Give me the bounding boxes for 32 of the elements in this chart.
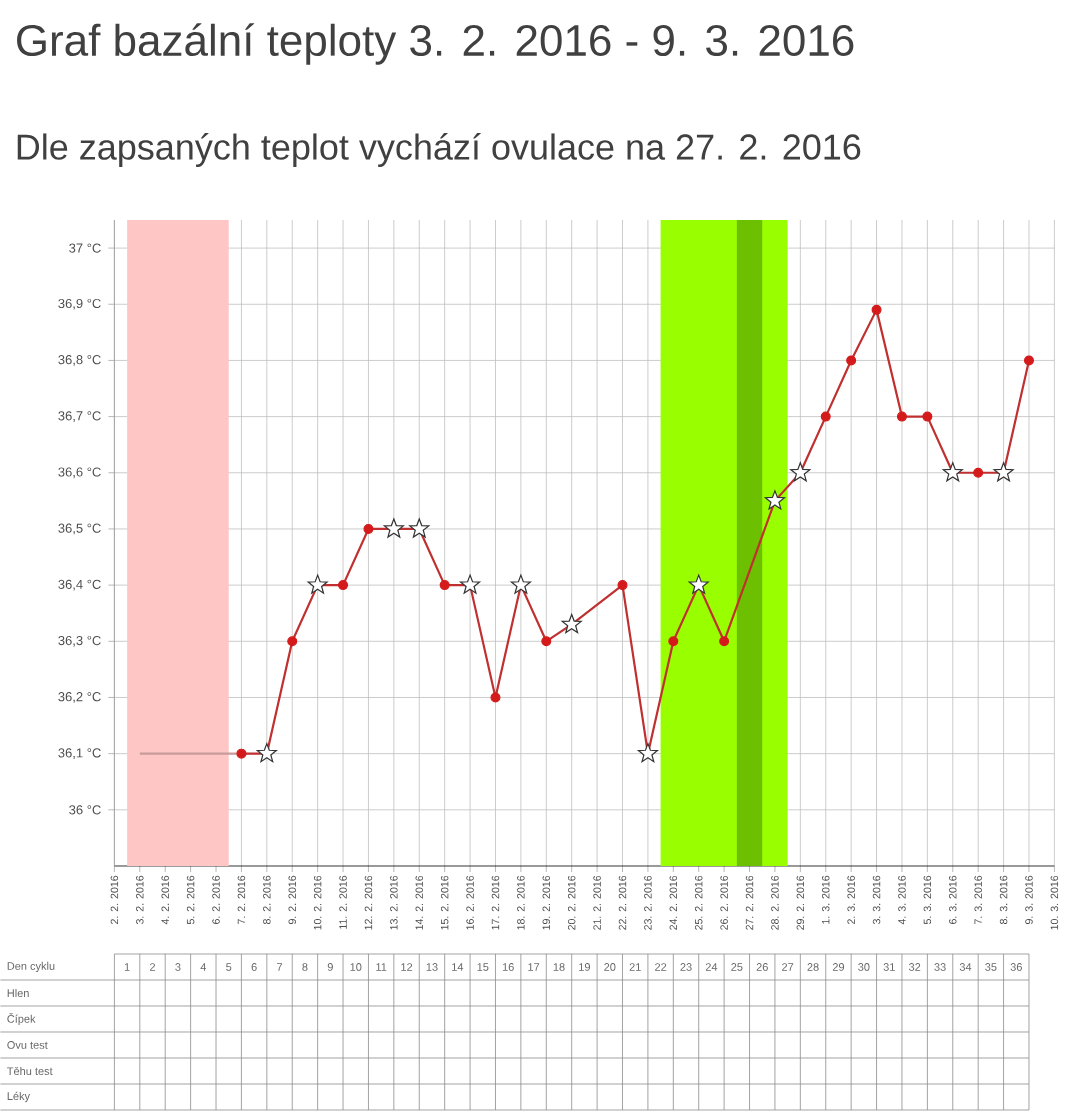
point — [790, 462, 811, 482]
point — [896, 411, 907, 422]
point — [287, 636, 298, 647]
chart-title: Graf bazální teploty 3. 2. 2016 - 9. 3. 2016 — [16, 23, 854, 65]
point — [337, 580, 348, 591]
point — [383, 518, 404, 538]
point — [617, 580, 628, 591]
point — [942, 462, 963, 482]
point — [764, 490, 785, 510]
point — [439, 580, 450, 591]
point — [236, 748, 247, 759]
point — [459, 574, 480, 594]
point — [845, 355, 856, 366]
point — [307, 574, 328, 594]
point — [1023, 355, 1034, 366]
point — [993, 462, 1014, 482]
point — [820, 411, 831, 422]
point — [972, 467, 983, 478]
point — [688, 574, 709, 594]
point — [510, 574, 531, 594]
point — [871, 304, 882, 315]
point — [718, 636, 729, 647]
chart-subtitle: Dle zapsaných teplot vychází ovulace na 27. 2. 2016 — [17, 133, 861, 167]
point — [637, 743, 658, 763]
point — [256, 743, 277, 763]
point — [561, 613, 582, 634]
point — [922, 411, 933, 422]
point — [668, 636, 679, 647]
point — [408, 518, 430, 538]
point — [541, 636, 552, 647]
point — [490, 692, 501, 703]
point — [363, 523, 374, 534]
